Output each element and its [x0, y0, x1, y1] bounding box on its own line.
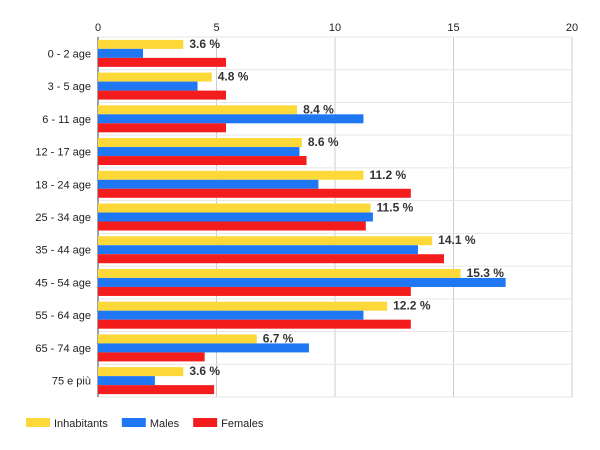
category-label: 3 - 5 age: [48, 81, 91, 93]
bar-females: [98, 156, 307, 166]
data-label: 8.4 %: [303, 102, 334, 116]
bar-males: [98, 48, 144, 58]
bar-inhabitants: [98, 301, 388, 311]
category-label: 25 - 34 age: [35, 212, 91, 224]
bar-females: [98, 123, 226, 133]
bar-females: [98, 221, 366, 231]
bar-females: [98, 286, 411, 296]
bar-inhabitants: [98, 138, 302, 148]
bar-males: [98, 277, 506, 287]
bar-inhabitants: [98, 72, 212, 82]
bar-females: [98, 352, 205, 362]
bar-females: [98, 319, 411, 329]
data-label: 11.2 %: [369, 168, 406, 182]
bar-females: [98, 254, 445, 264]
x-tick-label: 10: [329, 22, 341, 34]
legend-swatch-inhabitants: [26, 418, 50, 427]
category-label: 55 - 64 age: [35, 310, 91, 322]
bar-females: [98, 385, 215, 395]
category-label: 65 - 74 age: [35, 343, 91, 355]
x-tick-label: 15: [447, 22, 459, 34]
data-label: 4.8 %: [218, 70, 249, 84]
bar-males: [98, 212, 373, 222]
legend-swatch-males: [121, 418, 146, 427]
x-tick-label: 0: [95, 22, 101, 34]
category-label: 18 - 24 age: [35, 179, 91, 191]
bar-inhabitants: [98, 203, 371, 213]
legend-label: Females: [221, 418, 264, 430]
bar-inhabitants: [98, 105, 298, 115]
category-label: 35 - 44 age: [35, 245, 91, 257]
data-label: 8.6 %: [308, 135, 339, 149]
category-label: 75 e più: [52, 376, 91, 388]
bar-females: [98, 188, 411, 198]
data-label: 11.5 %: [377, 201, 414, 215]
data-label: 3.6 %: [189, 37, 220, 51]
bar-females: [98, 90, 226, 100]
legend-swatch-females: [193, 418, 218, 427]
legend-label: Males: [150, 418, 180, 430]
data-label: 14.1 %: [438, 233, 476, 247]
data-label: 3.6 %: [189, 364, 220, 378]
bar-inhabitants: [98, 268, 461, 278]
category-label: 6 - 11 age: [42, 114, 91, 126]
bar-inhabitants: [98, 39, 184, 49]
bar-inhabitants: [98, 236, 433, 246]
legend-label: Inhabitants: [54, 418, 108, 430]
category-label: 12 - 17 age: [35, 147, 91, 159]
x-tick-label: 5: [213, 22, 219, 34]
data-label: 15.3 %: [467, 266, 505, 280]
category-label: 45 - 54 age: [35, 277, 91, 289]
bar-males: [98, 114, 364, 124]
bar-females: [98, 57, 226, 67]
bar-males: [98, 310, 364, 320]
bar-males: [98, 179, 319, 189]
bar-males: [98, 147, 300, 157]
bar-inhabitants: [98, 334, 257, 344]
category-label: 0 - 2 age: [48, 48, 91, 60]
x-tick-label: 20: [566, 22, 578, 34]
bar-males: [98, 81, 198, 91]
data-label: 6.7 %: [263, 331, 294, 345]
bar-males: [98, 376, 155, 386]
bar-males: [98, 245, 418, 255]
bar-inhabitants: [98, 367, 184, 377]
data-label: 12.2 %: [393, 299, 431, 313]
bar-males: [98, 343, 309, 353]
bar-inhabitants: [98, 170, 364, 180]
